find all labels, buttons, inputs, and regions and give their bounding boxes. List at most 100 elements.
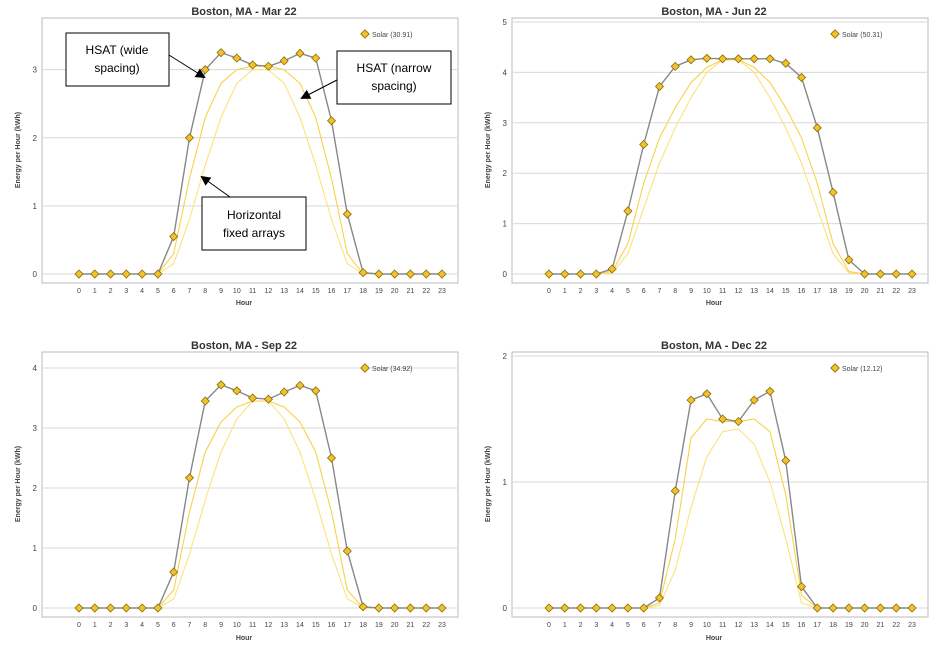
legend-marker bbox=[830, 29, 840, 39]
data-point-marker bbox=[765, 386, 775, 396]
chart-title: Boston, MA - Sep 22 bbox=[191, 340, 297, 352]
x-tick-label: 23 bbox=[438, 288, 446, 295]
x-tick-label: 0 bbox=[77, 622, 81, 629]
data-point-marker bbox=[812, 603, 822, 613]
x-tick-label: 11 bbox=[249, 288, 256, 295]
x-tick-label: 19 bbox=[845, 288, 853, 295]
legend-label: Solar (34.92) bbox=[372, 366, 412, 373]
data-point-marker bbox=[169, 231, 179, 242]
x-tick-label: 22 bbox=[892, 288, 900, 295]
data-point-marker bbox=[828, 603, 838, 613]
x-tick-label: 5 bbox=[156, 288, 160, 295]
x-tick-label: 13 bbox=[280, 622, 288, 629]
y-tick-label: 1 bbox=[33, 202, 38, 211]
data-point-marker bbox=[623, 603, 633, 613]
x-tick-label: 4 bbox=[610, 288, 614, 295]
data-point-marker bbox=[279, 56, 289, 66]
x-tick-label: 9 bbox=[689, 622, 693, 629]
data-point-marker bbox=[654, 593, 665, 603]
data-point-marker bbox=[90, 269, 100, 279]
annotation-hsat-narrow: HSAT (narrow spacing) bbox=[300, 50, 452, 105]
x-tick-label: 11 bbox=[719, 288, 726, 295]
data-point-marker bbox=[137, 269, 147, 279]
annotation-arrow bbox=[200, 175, 231, 198]
data-point-marker bbox=[105, 603, 116, 613]
data-point-marker bbox=[686, 55, 696, 65]
data-point-marker bbox=[437, 603, 447, 613]
y-tick-label: 3 bbox=[33, 66, 38, 75]
data-point-marker bbox=[105, 269, 116, 279]
plot-frame bbox=[511, 351, 929, 618]
x-tick-label: 6 bbox=[642, 288, 646, 295]
x-tick-label: 5 bbox=[626, 622, 630, 629]
data-point-marker bbox=[875, 269, 886, 279]
x-tick-label: 6 bbox=[172, 288, 176, 295]
data-point-marker bbox=[907, 269, 917, 279]
y-tick-label: 0 bbox=[503, 604, 508, 613]
x-axis-label: Hour bbox=[236, 635, 253, 642]
x-tick-label: 11 bbox=[719, 622, 726, 629]
data-point-marker bbox=[891, 269, 901, 279]
x-axis-label: Hour bbox=[706, 635, 723, 642]
x-tick-label: 20 bbox=[861, 288, 869, 295]
data-point-marker bbox=[311, 53, 321, 63]
data-point-marker bbox=[390, 269, 400, 279]
x-tick-label: 2 bbox=[579, 622, 583, 629]
data-point-marker bbox=[670, 486, 680, 496]
data-point-marker bbox=[358, 602, 368, 612]
chart-title: Boston, MA - Mar 22 bbox=[191, 6, 296, 18]
annotation-box bbox=[65, 32, 170, 87]
data-point-marker bbox=[421, 269, 431, 279]
data-point-marker bbox=[575, 603, 586, 613]
data-point-marker bbox=[560, 603, 570, 613]
data-point-marker bbox=[560, 269, 570, 279]
x-tick-label: 8 bbox=[673, 622, 677, 629]
x-tick-label: 3 bbox=[124, 288, 128, 295]
data-point-marker bbox=[137, 603, 147, 613]
annotation-box bbox=[336, 50, 452, 105]
annotation-arrow bbox=[168, 54, 206, 79]
data-point-marker bbox=[342, 546, 352, 556]
data-point-marker bbox=[907, 603, 917, 613]
annotation-text-line2: spacing) bbox=[94, 61, 139, 75]
x-tick-label: 12 bbox=[264, 288, 272, 295]
data-point-marker bbox=[232, 53, 242, 63]
data-point-marker bbox=[342, 209, 352, 219]
y-tick-label: 2 bbox=[503, 352, 508, 361]
data-point-marker bbox=[575, 269, 586, 279]
data-point-marker bbox=[169, 567, 179, 577]
series-line-hsat-narrow bbox=[549, 59, 912, 275]
data-point-marker bbox=[121, 269, 131, 279]
data-point-marker bbox=[812, 123, 822, 133]
annotation-text-line1: HSAT (narrow bbox=[357, 61, 432, 75]
x-tick-label: 5 bbox=[626, 288, 630, 295]
x-tick-label: 13 bbox=[280, 288, 288, 295]
x-tick-label: 7 bbox=[188, 622, 192, 629]
x-tick-label: 16 bbox=[798, 622, 806, 629]
x-axis-label: Hour bbox=[236, 300, 253, 307]
data-point-marker bbox=[796, 582, 807, 592]
x-tick-label: 18 bbox=[359, 288, 367, 295]
x-tick-label: 20 bbox=[391, 622, 399, 629]
annotation-horizontal-fixed: Horizontal fixed arrays bbox=[200, 175, 307, 251]
x-tick-label: 19 bbox=[845, 622, 853, 629]
data-point-marker bbox=[765, 54, 775, 64]
data-point-marker bbox=[844, 603, 854, 613]
x-tick-label: 15 bbox=[312, 288, 320, 295]
data-point-marker bbox=[670, 61, 680, 71]
data-point-marker bbox=[702, 389, 712, 399]
x-tick-label: 14 bbox=[766, 288, 774, 295]
data-point-marker bbox=[295, 48, 305, 58]
annotation-text-line1: HSAT (wide bbox=[86, 43, 149, 57]
x-tick-label: 13 bbox=[750, 622, 758, 629]
data-point-marker bbox=[437, 269, 447, 279]
x-tick-label: 10 bbox=[233, 288, 241, 295]
data-point-marker bbox=[295, 380, 305, 390]
x-tick-label: 12 bbox=[264, 622, 272, 629]
data-point-marker bbox=[121, 603, 131, 613]
x-tick-label: 23 bbox=[908, 622, 916, 629]
x-tick-label: 0 bbox=[547, 622, 551, 629]
y-tick-label: 2 bbox=[503, 169, 508, 178]
data-point-marker bbox=[216, 380, 226, 390]
